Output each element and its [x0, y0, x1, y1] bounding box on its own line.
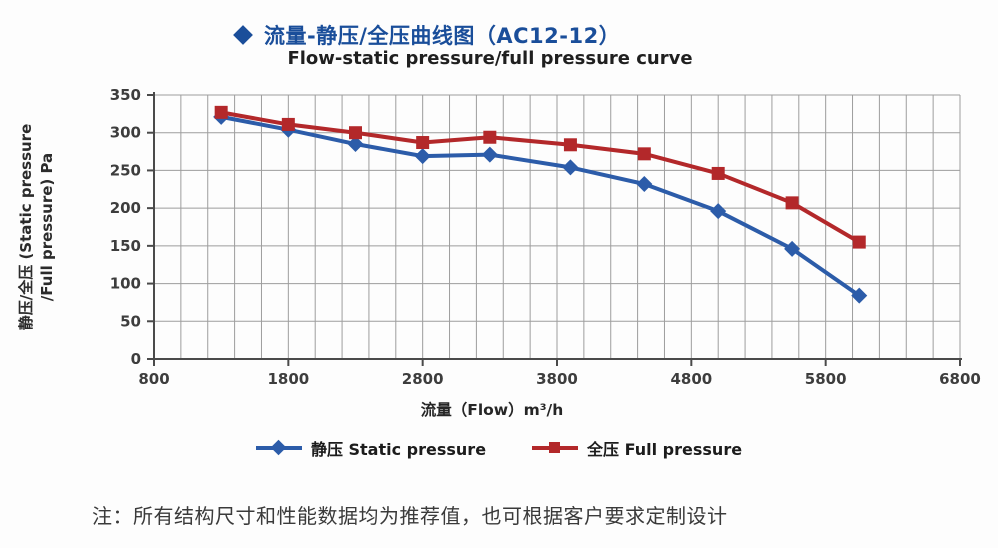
svg-text:100: 100 [110, 275, 141, 293]
legend-label-static-pressure: 静压 Static pressure [310, 440, 487, 459]
svg-text:200: 200 [110, 199, 141, 217]
svg-text:5800: 5800 [805, 370, 847, 388]
svg-text:3800: 3800 [536, 370, 578, 388]
chart-legend: 静压 Static pressure 全压 Full pressure [0, 436, 998, 460]
svg-text:6800: 6800 [939, 370, 981, 388]
svg-text:0: 0 [131, 350, 141, 368]
x-axis-title: 流量（Flow）m³/h [420, 401, 564, 419]
chart-title: 流量-静压/全压曲线图（AC12-12） [264, 24, 621, 48]
diamond-bullet-icon [233, 25, 253, 45]
svg-text:2800: 2800 [402, 370, 444, 388]
svg-text:250: 250 [110, 161, 141, 179]
chart-subtitle: Flow-static pressure/full pressure curve [287, 48, 693, 69]
static-pressure-line-marker-icon [255, 439, 302, 456]
legend-item-full-pressure: 全压 Full pressure [532, 436, 742, 460]
legend-item-static-pressure: 静压 Static pressure [255, 436, 487, 460]
svg-text:50: 50 [120, 312, 141, 330]
svg-text:1800: 1800 [267, 370, 309, 388]
svg-text:350: 350 [110, 86, 141, 104]
svg-text:300: 300 [110, 124, 141, 142]
flow-pressure-chart: 0 50 100 150 200 250 300 350 800 1800 2800 3800 4800… [110, 86, 981, 388]
svg-text:150: 150 [110, 237, 141, 255]
chart-title-row: 流量-静压/全压曲线图（AC12-12） [233, 20, 621, 50]
legend-label-full-pressure: 全压 Full pressure [587, 440, 743, 459]
footnote: 注：所有结构尺寸和性能数据均为推荐值，也可根据客户要求定制设计 [92, 504, 728, 528]
svg-text:800: 800 [138, 370, 169, 388]
svg-text:4800: 4800 [670, 370, 712, 388]
full-pressure-line-marker-icon [532, 441, 579, 455]
